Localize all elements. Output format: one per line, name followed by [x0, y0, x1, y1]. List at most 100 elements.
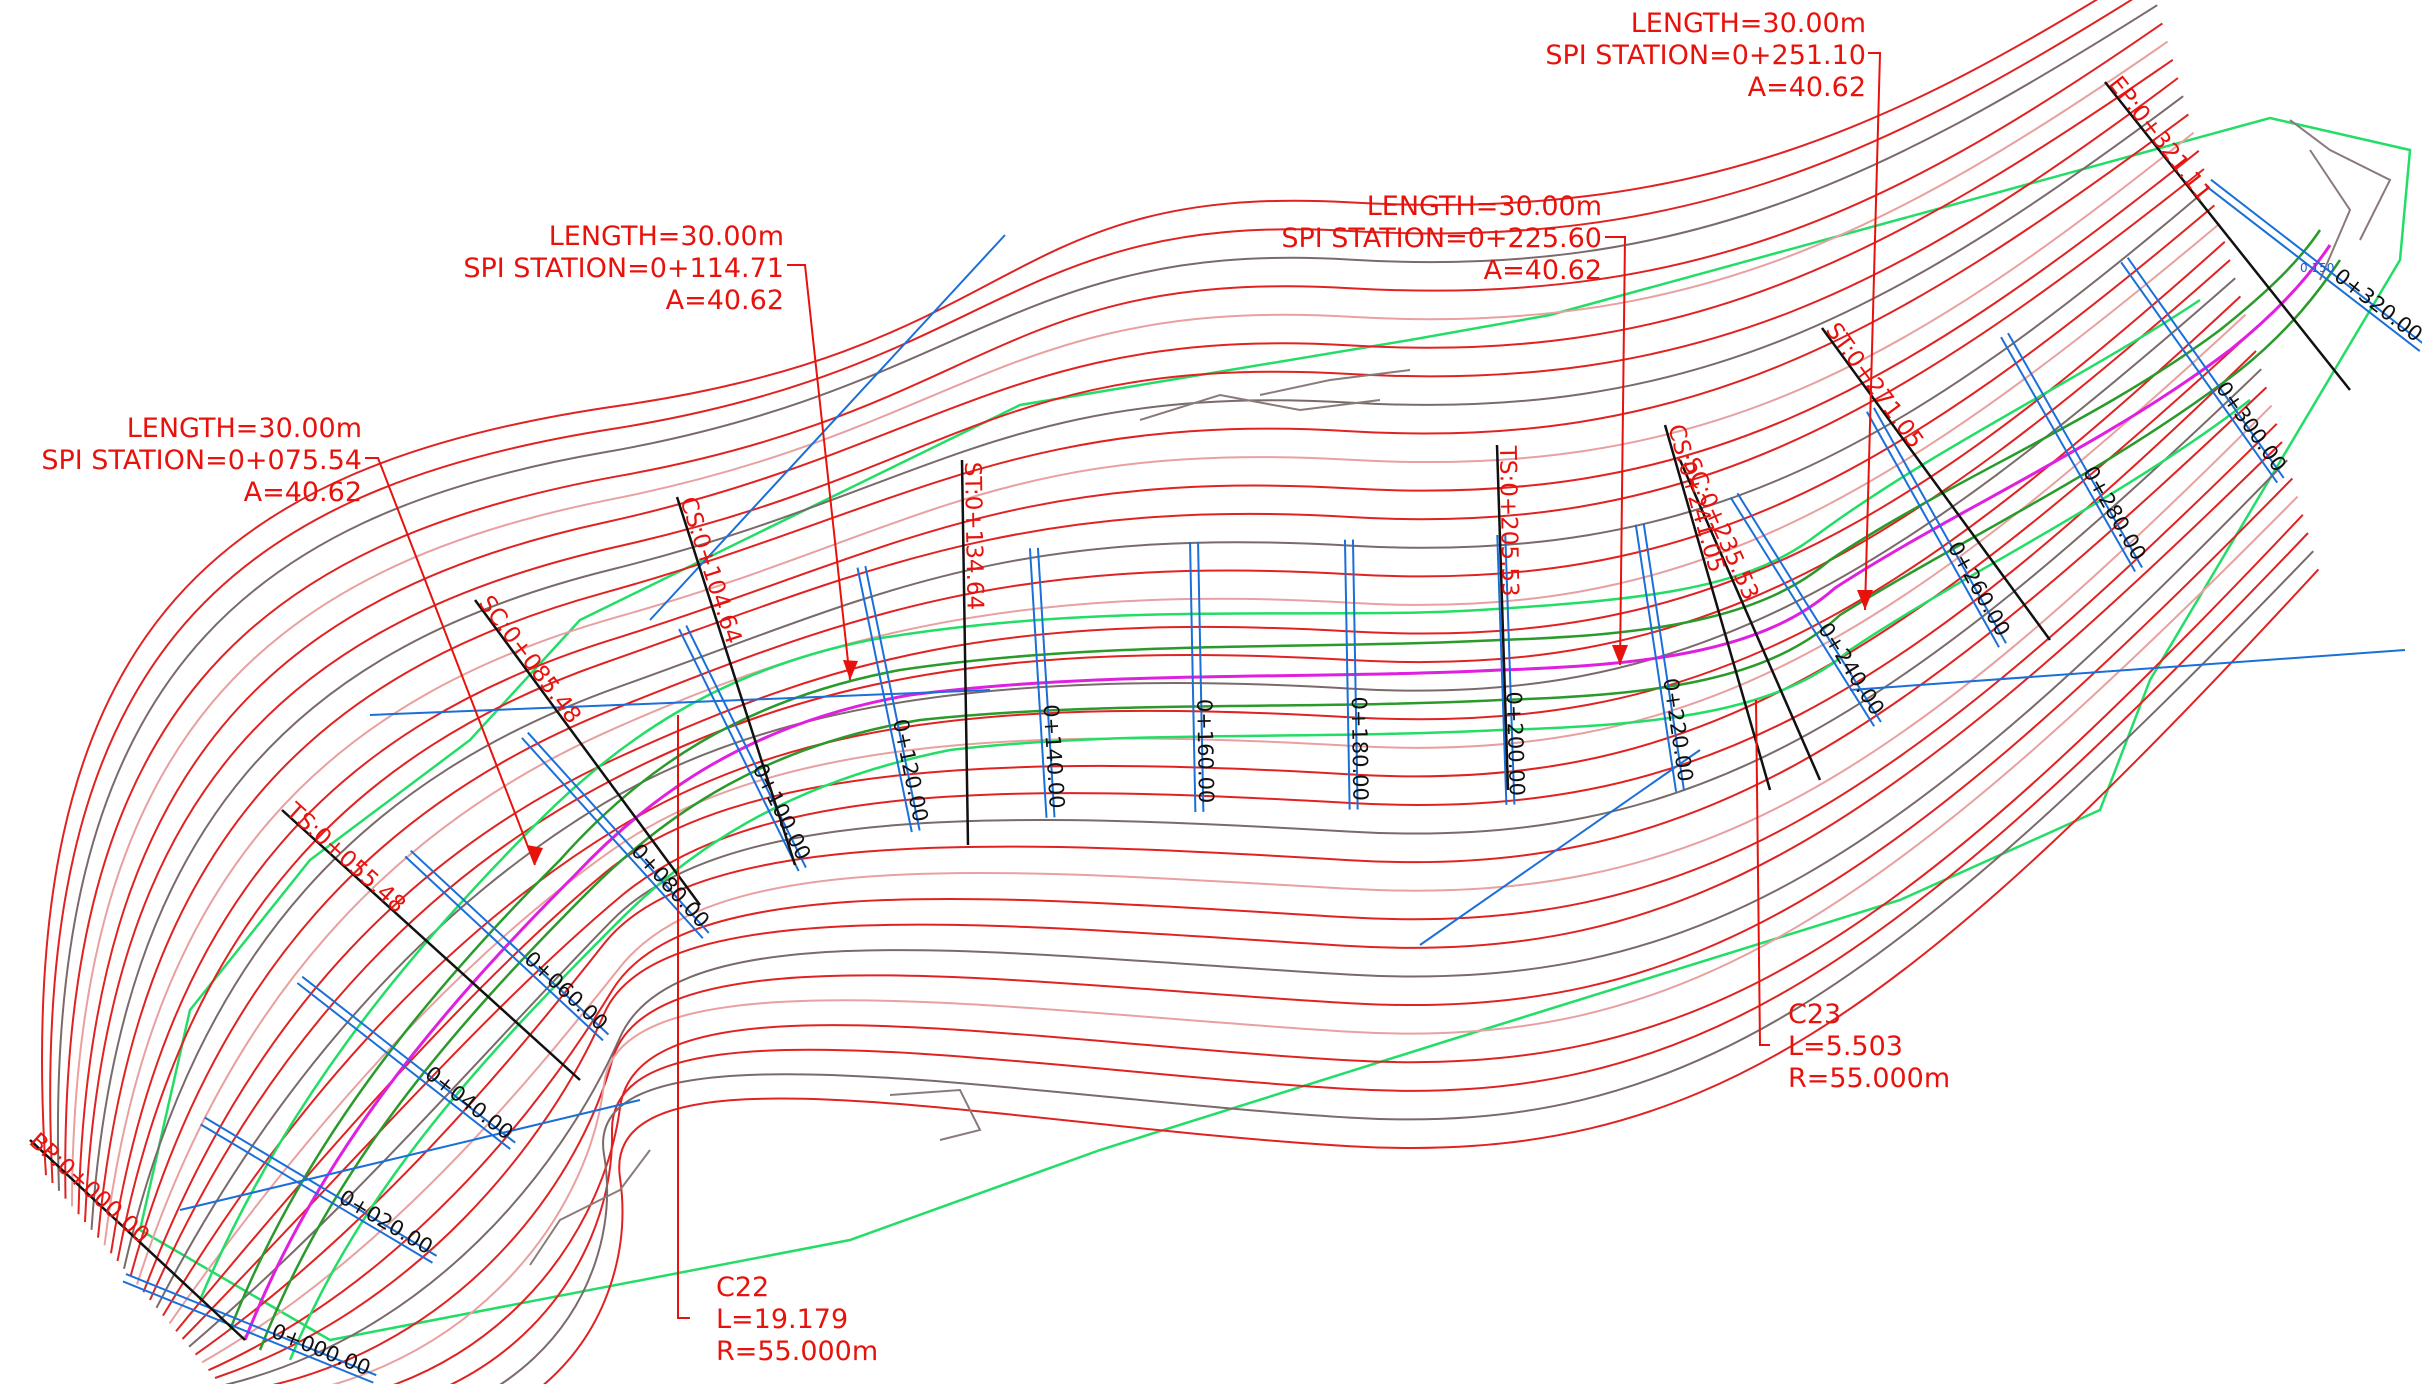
cross-section-line	[122, 1280, 374, 1384]
road-edge-left	[228, 229, 2322, 1331]
curve-length: L=5.503	[1788, 1031, 1903, 1062]
spiral-length: LENGTH=30.00m	[1367, 191, 1602, 222]
contour-line	[393, 514, 2304, 1384]
cross-section-line	[2126, 257, 2285, 479]
contour-line	[142, 241, 2226, 1293]
contour-line	[188, 368, 2262, 1348]
cut-fill-line	[288, 399, 2251, 1361]
cross-section-line	[410, 849, 610, 1036]
contour-line	[123, 186, 2210, 1270]
spiral-a-value: A=40.62	[1748, 72, 1866, 103]
construction-lines	[179, 234, 2406, 1211]
small-elevation-label: 0.150	[2300, 261, 2334, 275]
spiral-a-value: A=40.62	[244, 477, 362, 508]
cross-section-line	[2120, 261, 2279, 484]
cross-section-line	[1634, 524, 1678, 792]
spiral-length: LENGTH=30.00m	[127, 413, 362, 444]
cross-section-line	[1642, 523, 1685, 791]
cross-section-line	[1873, 407, 2007, 644]
contour-line	[331, 495, 2299, 1384]
cross-section-line	[1496, 534, 1508, 805]
grey-contour-fragments	[529, 119, 2392, 1266]
contour-line	[49, 0, 2134, 1184]
contour-line	[90, 95, 2184, 1230]
contour-line	[208, 423, 2278, 1372]
curve-name: C23	[1788, 999, 1841, 1030]
contour-line	[498, 550, 2314, 1384]
contour-line	[271, 477, 2294, 1384]
cross-sections	[122, 178, 2422, 1384]
cross-section-line	[864, 565, 921, 831]
cross-section-line	[1189, 542, 1197, 813]
chainage-label: 0+020.00	[335, 1185, 437, 1259]
cross-section-line	[1866, 411, 2000, 648]
curve-radius: R=55.000m	[716, 1336, 878, 1367]
chainage-label: 0+160.00	[1192, 699, 1218, 804]
cross-section-line	[1736, 492, 1882, 723]
contour-line	[162, 295, 2242, 1317]
contour-line	[84, 77, 2179, 1223]
contour-line	[116, 168, 2205, 1262]
cross-section-line	[404, 855, 604, 1042]
cross-section-line	[678, 628, 800, 872]
contour-line	[224, 459, 2288, 1384]
road-edges	[198, 229, 2342, 1361]
cross-section-line	[1351, 539, 1359, 810]
cross-section-line	[125, 1273, 377, 1377]
contour-line	[57, 4, 2158, 1191]
spiral-station: SPI STATION=0+075.54	[41, 445, 362, 476]
contour-line	[181, 350, 2257, 1340]
contour-line	[542, 568, 2320, 1384]
cut-fill-line	[198, 298, 2201, 1301]
key-point-bp: BP:0+000.00	[24, 1128, 154, 1249]
contour-line	[214, 441, 2283, 1379]
spiral-label-1: LENGTH=30.00m SPI STATION=0+075.54 A=40.…	[41, 413, 362, 508]
chainage-label: 0+180.00	[1347, 696, 1373, 801]
road-centerline	[243, 244, 2332, 1341]
spiral-label-3: LENGTH=30.00m SPI STATION=0+225.60 A=40.…	[1281, 191, 1602, 286]
road-edge-right	[258, 259, 2342, 1351]
contour-line	[149, 259, 2231, 1301]
cross-section-line	[200, 1123, 433, 1264]
spiral-a-value: A=40.62	[666, 285, 784, 316]
contour-line	[64, 22, 2163, 1199]
chainage-label: 0+320.00	[2330, 264, 2422, 347]
spiral-label-2: LENGTH=30.00m SPI STATION=0+114.71 A=40.…	[463, 221, 784, 316]
cross-section-line	[521, 737, 704, 939]
contour-line	[449, 532, 2309, 1384]
contour-line	[41, 0, 2099, 1176]
chainage-label: 0+040.00	[421, 1061, 518, 1144]
leader-arrows	[527, 590, 1873, 865]
cross-section-line	[856, 567, 913, 833]
cross-section-line	[1197, 541, 1205, 812]
cross-section-line	[1036, 547, 1056, 818]
cross-section-line	[204, 1116, 438, 1257]
chainage-label: 0+060.00	[520, 947, 613, 1036]
curve-label-c22: C22 L=19.179 R=55.000m	[716, 1272, 878, 1367]
contour-line	[77, 58, 2174, 1215]
cross-section-line	[685, 625, 807, 869]
chainage-label: 0+120.00	[888, 717, 933, 824]
spiral-station: SPI STATION=0+251.10	[1545, 40, 1866, 71]
curve-label-c23: C23 L=5.503 R=55.000m	[1788, 999, 1950, 1094]
spiral-station: SPI STATION=0+114.71	[463, 253, 784, 284]
chainage-label: 0+260.00	[1943, 537, 2015, 640]
key-point-st: ST:0+134.64	[959, 462, 988, 611]
curve-name: C22	[716, 1272, 769, 1303]
spiral-station: SPI STATION=0+225.60	[1281, 223, 1602, 254]
contour-line	[201, 404, 2273, 1364]
cross-section-line	[2205, 185, 2421, 352]
chainage-label: 0+200.00	[1502, 691, 1529, 796]
contour-line	[71, 40, 2169, 1207]
curve-length: L=19.179	[716, 1304, 848, 1335]
spiral-length: LENGTH=30.00m	[1631, 8, 1866, 39]
contour-line	[110, 150, 2200, 1254]
leader-lines	[365, 52, 1882, 1319]
contour-line	[97, 113, 2189, 1238]
cross-section-line	[1028, 548, 1048, 818]
spiral-label-4: LENGTH=30.00m SPI STATION=0+251.10 A=40.…	[1545, 8, 1866, 103]
cross-section-line	[2007, 332, 2143, 569]
cross-section-line	[1504, 534, 1516, 805]
contour-line	[194, 386, 2268, 1356]
